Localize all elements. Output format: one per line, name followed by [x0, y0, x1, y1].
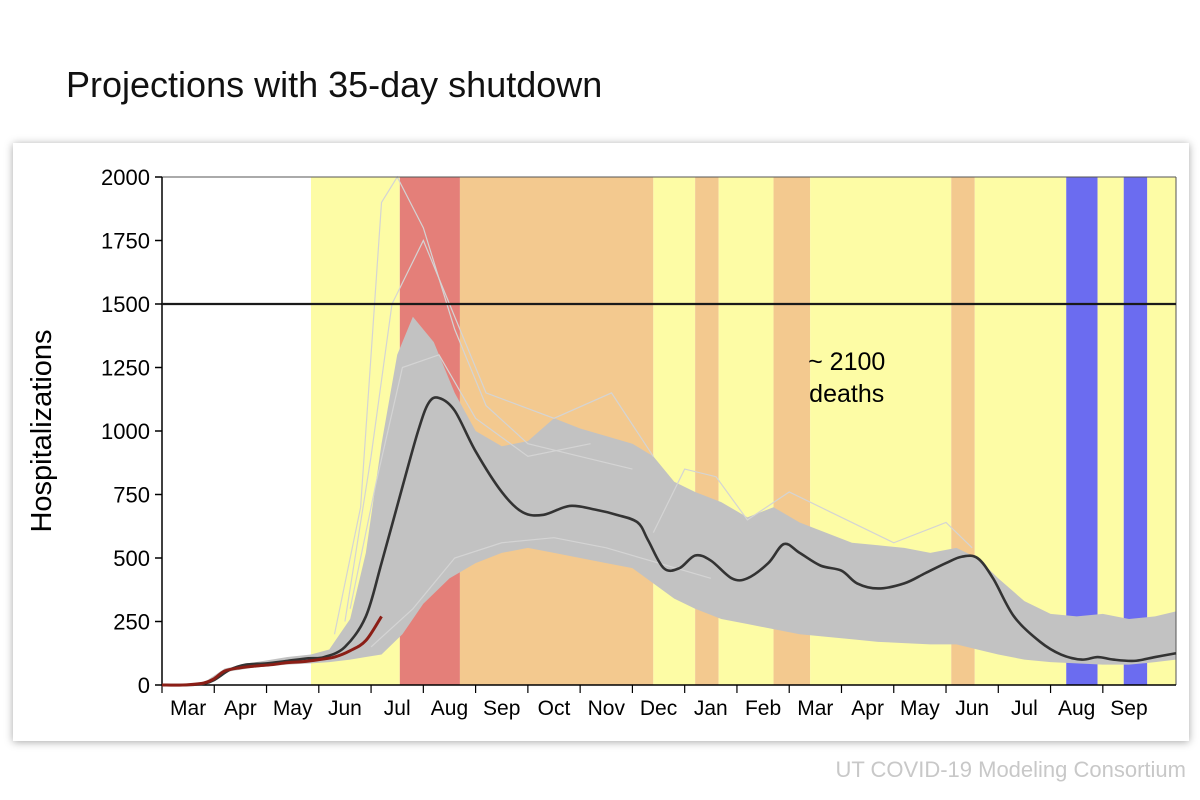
x-tick-label: Jul [1011, 697, 1038, 720]
phase-band-yellow [1097, 177, 1124, 685]
x-tick-label: Jul [384, 697, 411, 720]
y-tick-label: 0 [138, 673, 150, 698]
y-tick-label: 1000 [101, 419, 150, 444]
x-tick-label: Oct [538, 697, 571, 720]
x-tick-label: Sep [483, 697, 520, 720]
x-tick-label: Nov [588, 697, 626, 720]
x-tick-label: Feb [745, 697, 781, 720]
axes: 0 250 500 750 1000 1250 1500 1750 2000 Mar Apr May J… [101, 165, 1177, 720]
y-axis-label: Hospitalizations [26, 329, 58, 532]
median-projection-line [161, 396, 1177, 687]
x-tick-label: Aug [1058, 697, 1095, 720]
chart-panel: 0 250 500 750 1000 1250 1500 1750 2000 Mar Apr May J… [13, 143, 1189, 741]
x-tick-label: Mar [170, 697, 206, 720]
x-tick-label: Jun [328, 697, 362, 720]
x-tick-label: Aug [431, 697, 468, 720]
x-tick-label: Apr [224, 697, 257, 720]
x-tick-label: Sep [1110, 697, 1147, 720]
y-tick-label: 500 [113, 546, 150, 571]
x-tick-label: May [900, 697, 940, 720]
ensemble-trajectory [349, 354, 591, 609]
deaths-annotation-label: deaths [809, 380, 884, 408]
x-tick-label: Dec [640, 697, 677, 720]
y-tick-label: 750 [113, 483, 150, 508]
credit-text: UT COVID-19 Modeling Consortium [835, 757, 1187, 782]
deaths-annotation-value: ~ 2100 [808, 348, 885, 376]
page-title: Projections with 35-day shutdown [66, 64, 603, 105]
y-tick-label: 2000 [101, 165, 150, 190]
y-tick-label: 250 [113, 610, 150, 635]
x-tick-label: Jun [955, 697, 989, 720]
observed-data-line [161, 615, 383, 687]
x-tick-label: Jan [694, 697, 728, 720]
phase-band-blue [1066, 177, 1098, 685]
ensemble-trajectory [370, 537, 711, 648]
phase-band-blue [1123, 177, 1148, 685]
phase-band-yellow [1147, 177, 1176, 685]
hospitalization-chart: 0 250 500 750 1000 1250 1500 1750 2000 Mar Apr May J… [26, 165, 1177, 720]
ensemble-trajectory [652, 468, 973, 549]
x-tick-label: May [273, 697, 313, 720]
x-tick-label: Mar [797, 697, 833, 720]
y-tick-label: 1250 [101, 356, 150, 381]
series-lines [161, 396, 1177, 687]
x-tick-label: Apr [851, 697, 884, 720]
y-tick-label: 1500 [101, 292, 150, 317]
y-tick-label: 1750 [101, 229, 150, 254]
phase-band-yellow [653, 177, 696, 685]
